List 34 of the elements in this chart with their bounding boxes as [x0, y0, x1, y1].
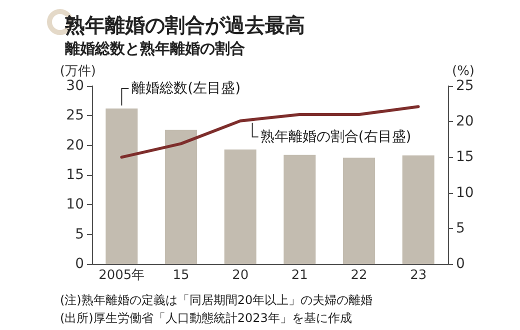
x-tick-label: 15	[172, 268, 190, 283]
y-tick-label: 5	[75, 226, 84, 242]
text: (注)熟年離婚の定義は「同居期間20年以上」の夫婦の離婚	[60, 293, 373, 307]
bar	[106, 108, 138, 264]
y-tick-label: 30	[66, 78, 84, 94]
y2-axis-title: (%)	[452, 64, 474, 79]
x-tick-label: 21	[291, 268, 308, 283]
series-label: 熟年離婚の割合(右目盛)	[260, 128, 412, 145]
y-tick-label: 10	[66, 196, 84, 213]
text: (出所)厚生労働省「人口動態統計2023年」を基に作成	[60, 311, 352, 325]
x-tick-label: 23	[410, 268, 427, 283]
series-label: 離婚総数(左目盛)	[132, 80, 241, 97]
bar	[224, 149, 256, 264]
chart-subtitle: 離婚総数と熟年離婚の割合	[64, 40, 245, 58]
y-tick-label: 15	[66, 167, 84, 183]
y-tick-label: 0	[75, 256, 84, 272]
bar	[343, 158, 375, 264]
y2-tick-label: 15	[456, 149, 474, 166]
y-tick-label: 25	[66, 108, 84, 124]
x-tick-label: 22	[350, 268, 368, 283]
y2-tick-label: 20	[456, 114, 474, 130]
y2-tick-label: 0	[456, 256, 465, 272]
bar	[284, 154, 316, 264]
y-tick-label: 20	[66, 137, 84, 154]
chart-title: 熟年離婚の割合が過去最高	[64, 13, 305, 37]
y-axis-title: (万件)	[60, 64, 96, 79]
x-tick-label: 2005年	[98, 268, 145, 283]
bar	[402, 155, 434, 264]
line-series	[120, 105, 420, 159]
bar	[165, 130, 197, 264]
y2-tick-label: 25	[456, 78, 474, 94]
y2-tick-label: 5	[456, 220, 465, 236]
x-tick-label: 20	[232, 268, 249, 283]
y2-tick-label: 10	[456, 184, 474, 201]
